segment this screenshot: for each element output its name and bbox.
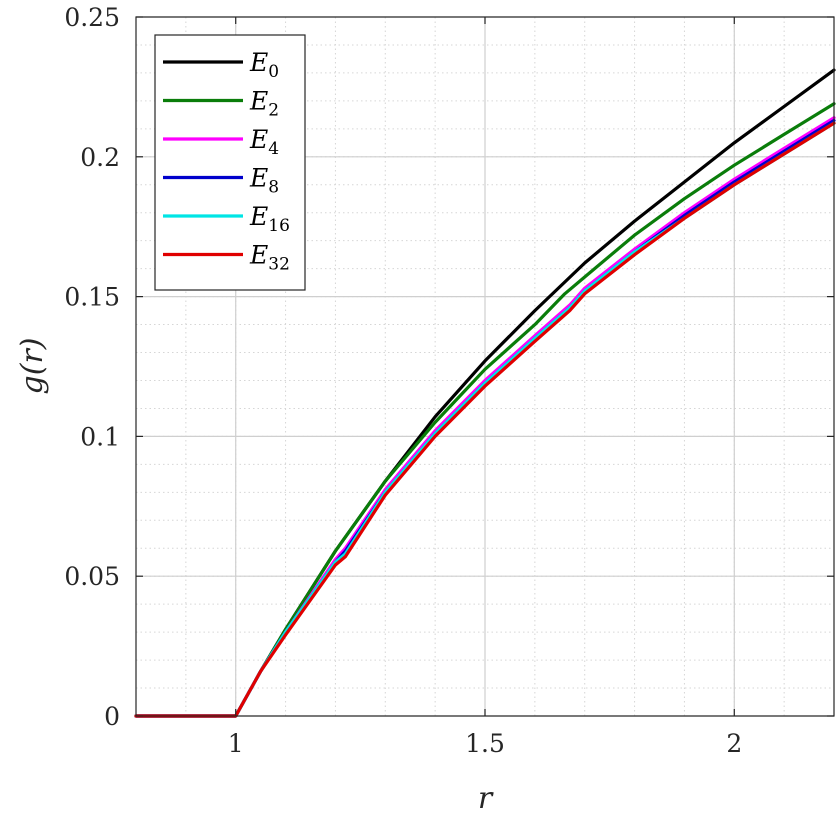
y-tick-label: 0.05 — [64, 562, 120, 591]
series-layer — [134, 68, 836, 718]
legend-box — [154, 34, 306, 291]
legend-label: E8 — [249, 164, 279, 198]
axis-tick-labels: 1 1.5 2 0 0.05 0.1 0.15 0.2 0.25 — [64, 3, 742, 758]
x-tick-label: 1 — [228, 729, 244, 758]
y-tick-label: 0 — [104, 702, 120, 731]
x-tick-label: 2 — [726, 729, 742, 758]
axis-ticks — [136, 16, 834, 717]
legend-label: E16 — [249, 202, 290, 236]
x-axis-title: r — [478, 781, 494, 813]
y-tick-label: 0.2 — [80, 143, 120, 172]
y-axis-title: g(r) — [15, 338, 50, 395]
legend: E0 E2 E4 E8 E16 E32 — [154, 34, 306, 291]
y-tick-label: 0.15 — [64, 283, 120, 312]
legend-label: E4 — [249, 125, 279, 159]
y-tick-label: 0.25 — [64, 3, 120, 32]
x-tick-label: 1.5 — [465, 729, 505, 758]
legend-label: E2 — [249, 87, 279, 121]
y-tick-label: 0.1 — [80, 422, 120, 451]
series-line-e32 — [134, 121, 836, 718]
legend-label: E0 — [249, 48, 279, 82]
legend-label: E32 — [249, 241, 290, 275]
